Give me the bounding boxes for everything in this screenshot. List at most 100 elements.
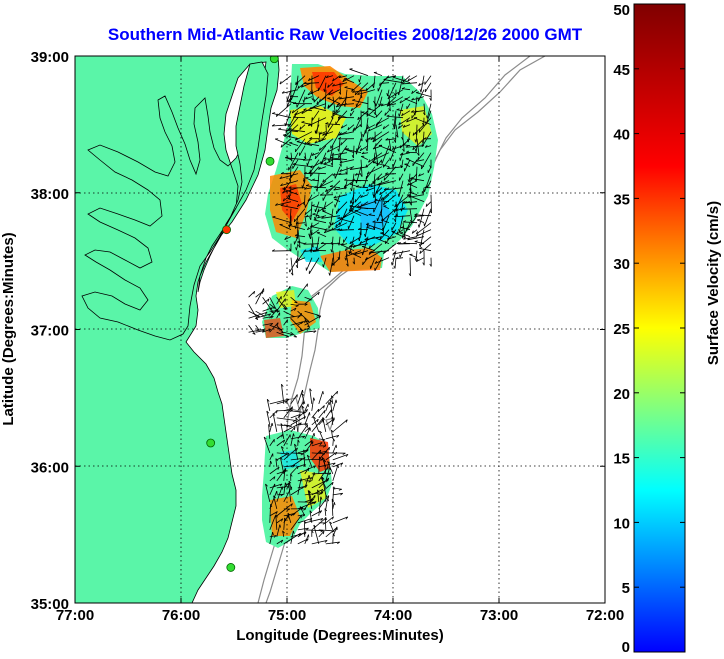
velocity-arrow <box>417 89 425 102</box>
velocity-arrow-head <box>308 77 311 81</box>
velocity-arrow <box>338 131 355 136</box>
velocity-arrow <box>340 243 355 252</box>
velocity-arrow <box>303 250 313 252</box>
velocity-arrow-head <box>295 265 298 269</box>
velocity-arrow <box>331 429 334 439</box>
velocity-arrow-head <box>306 325 310 328</box>
velocity-arrow <box>373 180 376 197</box>
velocity-arrow <box>304 427 310 433</box>
velocity-arrow-head <box>338 137 342 140</box>
velocity-arrow <box>248 324 256 335</box>
velocity-arrow-head <box>337 541 340 545</box>
velocity-arrow-head <box>289 94 293 97</box>
velocity-arrow-head <box>302 389 304 394</box>
velocity-arrow-head <box>374 260 378 264</box>
velocity-arrow-head <box>313 501 317 505</box>
velocity-arrow-head <box>322 531 325 535</box>
velocity-arrow <box>383 166 397 181</box>
velocity-arrow <box>291 103 306 114</box>
velocity-arrow-head <box>393 218 396 223</box>
velocity-arrow-head <box>302 435 306 439</box>
velocity-arrow-head <box>272 216 276 218</box>
velocity-arrow-head <box>416 258 419 262</box>
velocity-arrow <box>366 223 383 231</box>
velocity-arrow <box>311 236 314 248</box>
velocity-arrow <box>290 331 297 338</box>
velocity-arrow-head <box>319 456 322 460</box>
velocity-arrow <box>297 257 306 262</box>
velocity-arrow <box>248 304 259 320</box>
velocity-arrow <box>380 232 390 238</box>
velocity-arrow <box>321 215 341 219</box>
velocity-arrow <box>290 426 296 433</box>
velocity-arrow-head <box>398 125 400 129</box>
velocity-arrow-head <box>354 252 357 255</box>
velocity-arrow <box>269 532 274 544</box>
velocity-arrow <box>290 152 293 162</box>
velocity-arrow <box>304 441 314 454</box>
velocity-arrow-head <box>345 419 348 423</box>
velocity-arrow-head <box>386 114 390 117</box>
velocity-arrow-head <box>286 425 290 428</box>
velocity-arrow-head <box>304 211 307 215</box>
velocity-arrow <box>374 257 390 264</box>
velocity-arrow <box>295 417 299 432</box>
velocity-arrow <box>331 152 348 156</box>
velocity-arrow-head <box>309 510 313 514</box>
velocity-arrow-head <box>308 480 312 483</box>
velocity-arrow <box>425 145 432 148</box>
velocity-arrow <box>332 492 343 496</box>
velocity-arrow <box>299 124 306 130</box>
velocity-arrow-head <box>294 443 297 447</box>
velocity-arrow <box>413 117 432 126</box>
velocity-arrow <box>335 222 341 228</box>
velocity-arrow <box>365 187 376 192</box>
colorbar-tick-label: 35 <box>613 191 630 208</box>
velocity-arrow-head <box>304 187 307 190</box>
velocity-arrow-head <box>318 315 322 319</box>
velocity-arrow-head <box>280 331 284 334</box>
velocity-arrow-head <box>403 241 407 244</box>
velocity-arrow-head <box>391 146 395 150</box>
velocity-arrow <box>283 434 291 447</box>
velocity-arrow-head <box>327 461 331 464</box>
velocity-arrow <box>323 158 341 161</box>
velocity-arrow <box>297 518 313 524</box>
velocity-arrow-head <box>309 248 313 251</box>
velocity-arrow-head <box>299 126 302 130</box>
velocity-arrow-head <box>331 429 334 433</box>
velocity-arrow-head <box>299 422 302 426</box>
velocity-arrow <box>354 194 362 203</box>
velocity-arrow-head <box>368 183 371 187</box>
velocity-arrow-head <box>280 493 284 497</box>
velocity-arrow <box>295 75 306 85</box>
velocity-arrow-head <box>340 142 342 146</box>
velocity-arrow-head <box>276 310 280 313</box>
velocity-arrow <box>280 446 285 454</box>
velocity-arrow-head <box>392 76 396 78</box>
velocity-arrow-head <box>383 177 386 181</box>
velocity-arrow-head <box>302 99 305 103</box>
velocity-arrow <box>269 535 277 538</box>
velocity-arrow <box>395 201 398 217</box>
velocity-arrow <box>332 419 348 433</box>
velocity-arrow <box>287 198 299 203</box>
velocity-arrow <box>330 157 348 161</box>
velocity-arrow-head <box>374 198 378 201</box>
north-speed-orange-south <box>320 248 382 272</box>
velocity-arrow <box>269 422 273 432</box>
velocity-arrow-head <box>368 213 372 216</box>
velocity-arrow <box>262 328 271 333</box>
velocity-arrow <box>384 110 390 116</box>
velocity-arrow-head <box>360 194 363 198</box>
velocity-arrow-head <box>394 214 398 218</box>
velocity-arrow-head <box>287 512 291 516</box>
velocity-arrow-head <box>279 524 281 528</box>
chart-title: Southern Mid-Atlantic Raw Velocities 200… <box>108 25 583 44</box>
velocity-arrow <box>337 103 355 106</box>
velocity-arrow-head <box>338 96 342 100</box>
velocity-arrow <box>283 447 298 461</box>
velocity-arrow <box>353 145 355 158</box>
velocity-arrow <box>294 443 299 460</box>
velocity-arrow <box>373 72 383 77</box>
